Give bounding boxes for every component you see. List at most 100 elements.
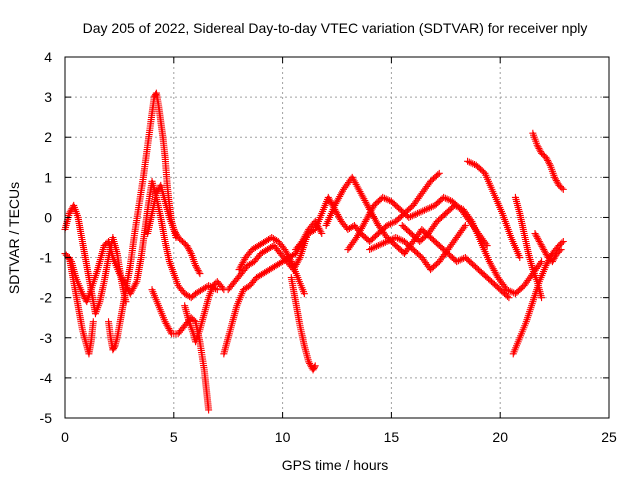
data-point [370, 214, 378, 222]
data-point [351, 179, 359, 187]
data-point [538, 294, 546, 302]
data-point [366, 209, 374, 217]
data-point [368, 205, 376, 213]
data-point [332, 200, 340, 208]
data-point [422, 205, 430, 213]
data-point [349, 222, 357, 230]
data-point [306, 361, 314, 369]
data-point [371, 216, 379, 224]
data-point [185, 245, 193, 253]
data-point [543, 155, 551, 163]
data-point [559, 238, 567, 246]
data-point [382, 195, 390, 203]
data-point [534, 234, 542, 242]
tick-layer: 0 5 10 15 20 25 -5 -4 -3 -2 -1 0 1 2 3 4 [40, 49, 617, 445]
data-point [358, 223, 366, 231]
data-point [539, 244, 547, 252]
data-point [336, 192, 344, 200]
data-point [357, 189, 365, 197]
data-point [489, 265, 497, 273]
data-point [380, 239, 388, 247]
data-point [355, 230, 363, 238]
data-point [337, 191, 345, 199]
data-point [559, 185, 567, 193]
data-point [300, 290, 308, 298]
x-tick-label: 20 [492, 429, 508, 445]
data-point [384, 196, 392, 204]
series-sat-i [224, 234, 311, 294]
y-tick-label: -1 [40, 250, 53, 266]
y-tick-label: 3 [44, 89, 52, 105]
data-point [454, 257, 462, 265]
data-point [415, 209, 423, 217]
data-point [196, 270, 204, 278]
data-point [434, 171, 442, 179]
data-point [536, 259, 544, 267]
data-point [172, 230, 180, 238]
data-point [549, 256, 557, 264]
data-point [367, 245, 375, 253]
data-point [367, 207, 375, 215]
y-tick-label: -2 [40, 290, 53, 306]
data-point [171, 227, 179, 235]
data-point [185, 246, 193, 254]
data-point [295, 255, 303, 263]
data-point [366, 246, 374, 254]
data-point [357, 225, 365, 233]
data-point [354, 232, 362, 240]
data-point [533, 233, 541, 241]
series-sat-j [235, 234, 308, 298]
data-point [364, 202, 372, 210]
data-point [380, 194, 388, 202]
data-point [362, 198, 370, 206]
data-point [410, 211, 418, 219]
data-point [486, 259, 494, 267]
data-point [359, 193, 367, 201]
data-point [132, 279, 140, 287]
data-point [286, 256, 294, 264]
data-point [469, 160, 477, 168]
data-point [461, 221, 469, 229]
data-point [443, 195, 451, 203]
data-point [89, 318, 97, 326]
data-point [558, 239, 566, 247]
data-point [305, 358, 313, 366]
x-tick-label: 15 [384, 429, 400, 445]
data-point [152, 189, 160, 197]
series-sat-q [464, 157, 524, 262]
data-point [424, 205, 432, 213]
data-point [516, 254, 524, 262]
data-point [534, 236, 542, 244]
data-point [356, 188, 364, 196]
data-point [551, 175, 559, 183]
data-point [378, 240, 386, 248]
data-point [456, 204, 464, 212]
data-point [363, 200, 371, 208]
data-point [417, 208, 425, 216]
y-tick-label: 0 [44, 209, 52, 225]
series-sat-k [287, 274, 319, 374]
x-tick-label: 10 [275, 429, 291, 445]
data-point [548, 258, 556, 266]
data-point [407, 213, 415, 221]
data-point [467, 159, 475, 167]
data-point [356, 226, 364, 234]
data-point [538, 258, 546, 266]
data-point [536, 146, 544, 154]
data-point [363, 214, 371, 222]
data-point [537, 241, 545, 249]
y-tick-label: -3 [40, 330, 53, 346]
data-point [485, 258, 493, 266]
data-point [551, 173, 559, 181]
data-point [535, 144, 543, 152]
data-point [544, 156, 552, 164]
data-point [376, 241, 384, 249]
data-point [503, 286, 511, 294]
data-point [493, 272, 501, 280]
series-sat-g [181, 278, 228, 346]
data-point [440, 193, 448, 201]
data-point [451, 201, 459, 209]
data-point [505, 294, 513, 302]
data-point [465, 158, 473, 166]
data-point [306, 359, 314, 367]
